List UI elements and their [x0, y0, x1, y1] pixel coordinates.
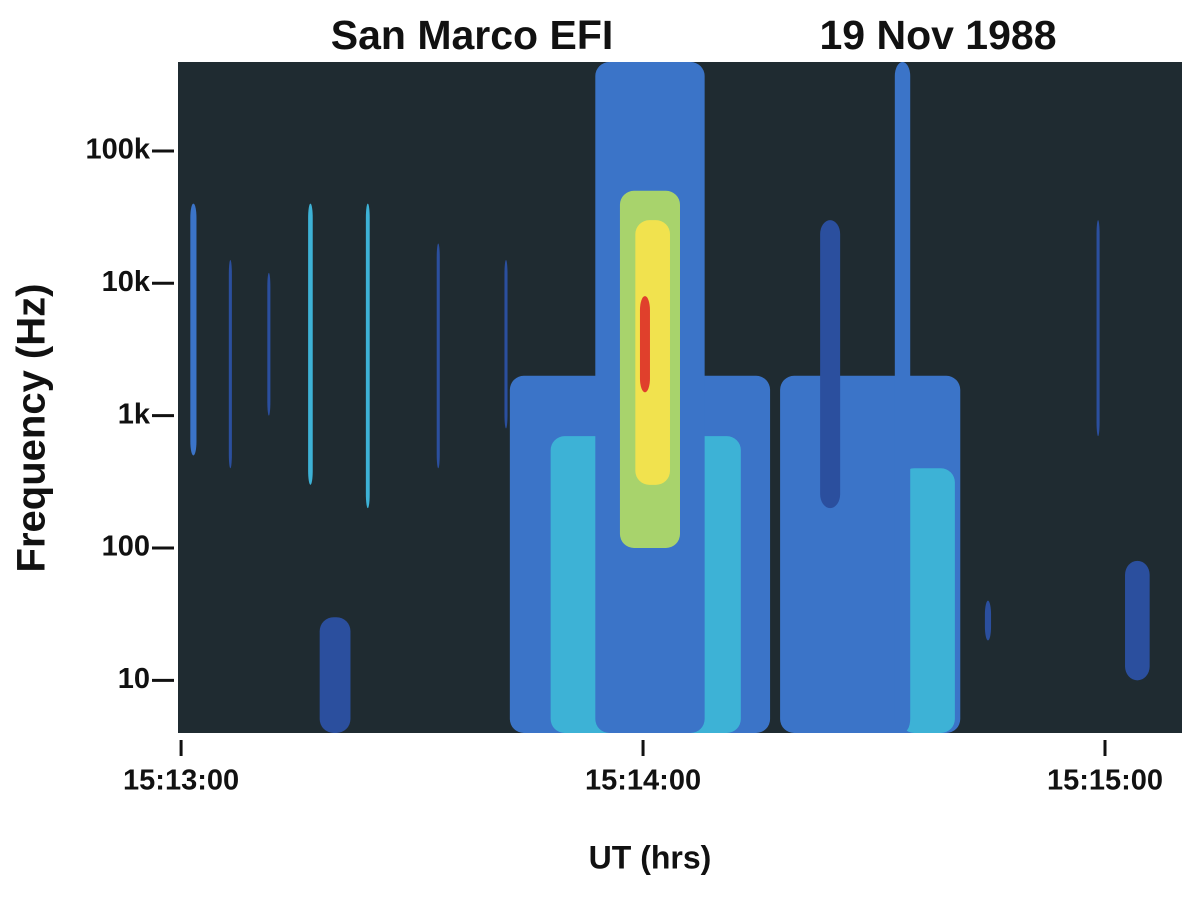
spectrogram	[190, 62, 1150, 733]
spectral-patch	[190, 203, 197, 456]
x-axis-label: UT (hrs)	[589, 839, 712, 875]
y-tick-label: 100k	[85, 134, 150, 166]
spectral-patch	[639, 296, 650, 393]
spectral-patch	[894, 62, 911, 733]
spectral-patch	[319, 617, 351, 733]
chart-subtitle: 19 Nov 1988	[819, 12, 1056, 58]
spectral-patch	[1125, 560, 1150, 681]
spectral-patch	[267, 272, 271, 416]
spectral-patch	[504, 259, 508, 429]
y-axis-label: Frequency (Hz)	[10, 284, 54, 573]
spectral-patch	[900, 468, 955, 733]
spectral-patch	[1096, 220, 1100, 437]
y-tick-label: 1k	[118, 398, 151, 430]
chart-title: San Marco EFI	[331, 12, 614, 58]
spectral-patch	[228, 259, 232, 469]
x-tick-label: 15:15:00	[1047, 765, 1163, 797]
spectral-patch	[984, 600, 992, 641]
y-tick-label: 100	[102, 531, 150, 563]
x-tick-label: 15:14:00	[585, 765, 701, 797]
x-tick-label: 15:13:00	[123, 765, 239, 797]
spectral-patch	[820, 220, 841, 509]
spectral-patch	[436, 243, 440, 469]
spectral-patch	[365, 203, 370, 509]
spectral-patch	[308, 203, 313, 485]
spectral-patch	[635, 220, 670, 485]
y-tick-label: 10	[118, 663, 150, 695]
y-tick-label: 10k	[102, 266, 151, 298]
